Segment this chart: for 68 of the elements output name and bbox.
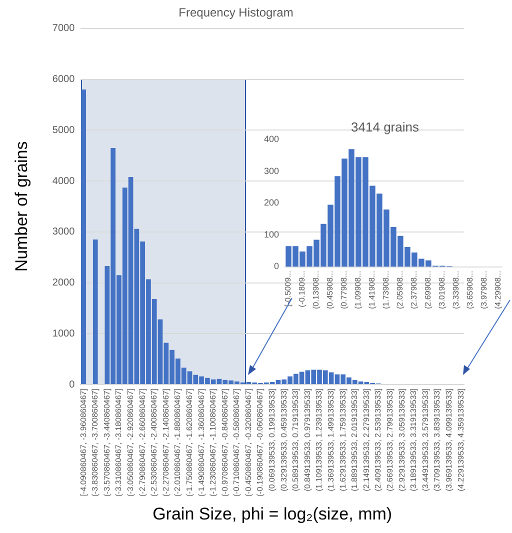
x-tick-label: (-0.450860467, -0.320860467] <box>244 388 253 497</box>
x-tick-label: (0.849139533, 0.979139533] <box>302 388 312 492</box>
x-tick-label: (-1.750860467, -1.620860467] <box>184 388 194 497</box>
x-tick-label: (3.449139533, 3.579139533] <box>420 388 430 492</box>
x-tick-label: (3.969139533, 4.099139533] <box>444 388 454 492</box>
y-tick-label: 400 <box>264 134 280 144</box>
y-axis-title: Number of grains <box>12 141 31 272</box>
y-tick-label: 6000 <box>52 74 76 86</box>
x-tick-label: (-3.570860467, -3.440860467] <box>102 388 112 497</box>
x-tick-label: (3.01908... <box>438 270 447 309</box>
x-tick-label: (2.669139533, 2.799139533] <box>385 388 394 492</box>
x-tick-label: (1.73908... <box>382 270 391 309</box>
x-tick-label: (0.329139533, 0.459139533] <box>279 388 288 492</box>
x-tick-label: (3.189139533, 3.319139533] <box>409 388 418 492</box>
x-tick-label: (0.069139533, 0.199139533] <box>268 388 277 492</box>
x-tick-label: (-3.830860467, -3.700860467] <box>90 388 100 497</box>
x-tick-label: (-0.710860467, -0.580860467] <box>232 388 242 497</box>
x-tick-label: (2.05908... <box>396 270 405 309</box>
x-tick-label: (2.37908... <box>410 270 419 309</box>
y-tick-label: 100 <box>264 229 280 240</box>
y-tick-label: 5000 <box>52 124 76 136</box>
chart-title: 3414 grains <box>351 119 420 134</box>
x-tick-label: (0.45908... <box>326 270 335 309</box>
x-tick-label: (1.889139533, 2.019139533] <box>350 388 360 492</box>
x-tick-label: (-1.490860467, -1.360860467] <box>196 388 206 497</box>
x-tick-label: (-2.790860467, -2.660860467] <box>138 388 147 497</box>
x-tick-label: (-2.530860467, -2.400860467] <box>150 388 159 497</box>
bar <box>81 89 86 384</box>
x-tick-label: (1.369139533, 1.499139533] <box>326 388 336 492</box>
y-tick-label: 300 <box>264 166 280 176</box>
y-tick-label: 7000 <box>52 23 76 34</box>
y-tick-label: 3000 <box>52 226 76 238</box>
x-tick-label: (2.69908... <box>424 270 433 309</box>
y-tick-label: 0 <box>69 379 76 390</box>
y-tick-label: 2000 <box>52 278 76 289</box>
x-tick-label: (4.229139533, 4.359139533] <box>456 388 466 492</box>
x-tick-label: (2.409139533, 2.539139533] <box>374 388 383 492</box>
x-tick-label: (0.589139533, 0.719139533] <box>291 388 300 492</box>
x-tick-label: (3.65908... <box>466 270 475 309</box>
x-tick-label: (4.29908... <box>494 270 503 309</box>
x-tick-label: (-1.230860467, -1.100860467] <box>208 388 218 497</box>
x-tick-label: (3.97908... <box>480 270 489 309</box>
x-tick-label: (1.629139533, 1.759139533] <box>338 388 348 492</box>
x-tick-label: (-0.970860467, -0.840860467] <box>220 388 230 497</box>
x-tick-label: [-4.090860467, -3.960860467] <box>78 388 88 496</box>
x-tick-label: (2.929139533, 3.059139533] <box>397 388 406 492</box>
x-tick-label: (-3.310860467, -3.180860467] <box>114 388 124 497</box>
x-tick-label: (-2.270860467, -2.140860467] <box>161 388 170 497</box>
x-tick-label: (0.77908... <box>340 270 349 309</box>
x-tick-label: (-0.1809... <box>298 270 307 308</box>
x-tick-label: (1.41908... <box>368 270 377 309</box>
x-tick-label: (3.33908... <box>452 270 461 309</box>
chart-title: Frequency Histogram <box>178 6 294 20</box>
x-tick-label: (-2.010860467, -1.880860467] <box>173 388 182 497</box>
x-tick-label: (-3.050860467, -2.920860467] <box>126 388 135 497</box>
x-tick-label: (0.13908... <box>312 270 321 309</box>
x-tick-label: (2.149139533, 2.279139533] <box>362 388 371 492</box>
bar <box>92 240 98 384</box>
y-tick-label: 1000 <box>52 328 76 340</box>
x-tick-label: [-0.5009... <box>284 270 293 307</box>
x-tick-label: (1.09908... <box>354 270 363 309</box>
y-tick-label: 200 <box>264 198 280 208</box>
x-tick-label: (-0.190860467, -0.060860467] <box>256 388 265 497</box>
y-tick-label: 0 <box>274 261 280 272</box>
x-tick-label: (1.109139533, 1.239139533] <box>314 388 324 492</box>
y-tick-label: 4000 <box>52 176 76 187</box>
x-tick-label: (3.709139533, 3.839139533] <box>432 388 442 492</box>
x-axis-title: Grain Size, phi = log₂(size, mm) <box>152 504 392 524</box>
